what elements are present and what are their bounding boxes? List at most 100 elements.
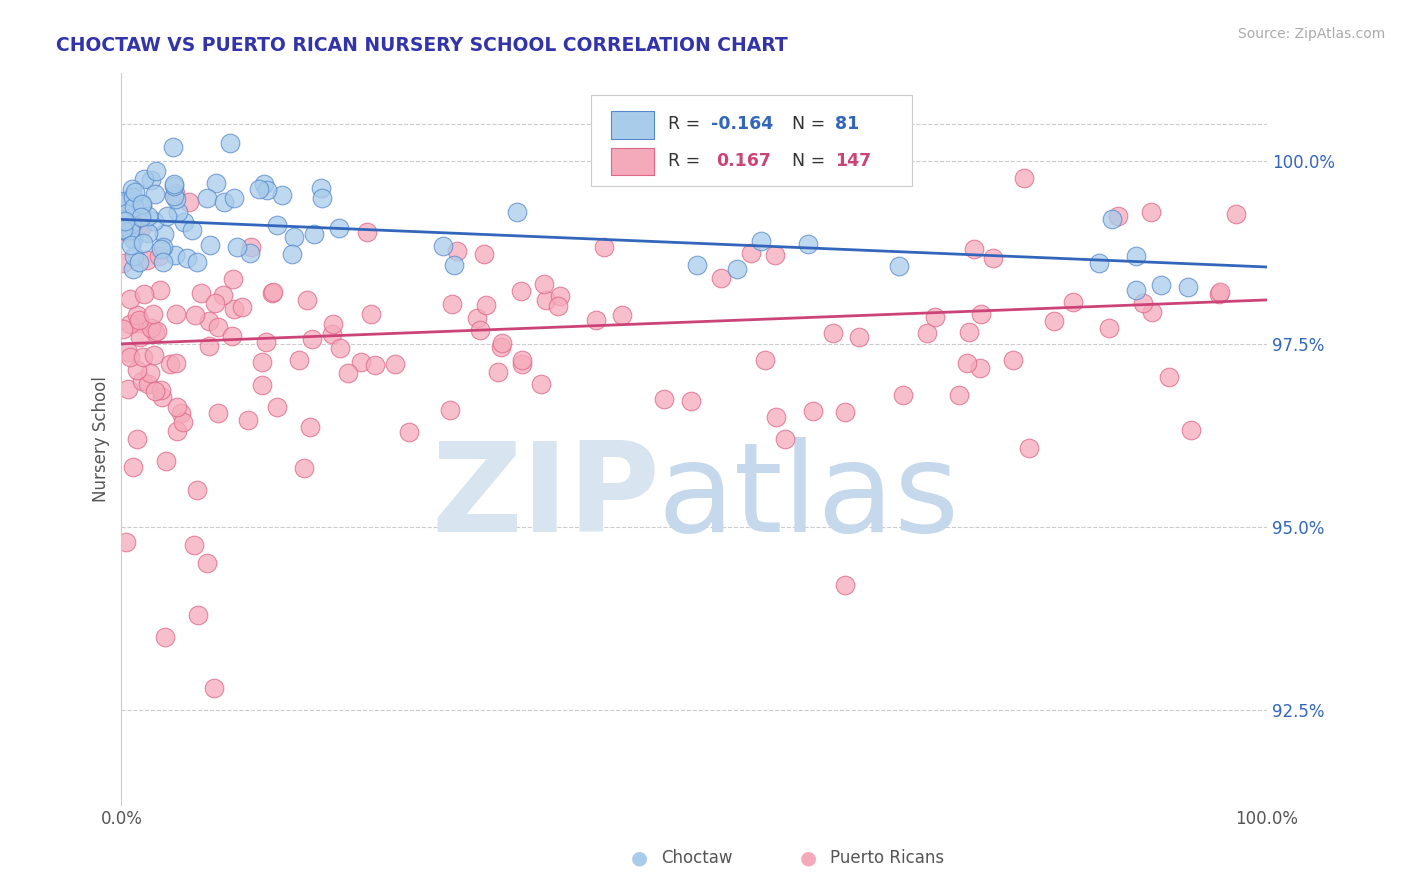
Point <box>749 234 772 248</box>
Point <box>948 388 970 402</box>
Point <box>146 324 169 338</box>
Point <box>167 204 190 219</box>
Point <box>142 307 165 321</box>
Point <box>725 261 748 276</box>
Point <box>311 181 333 195</box>
Point <box>283 230 305 244</box>
Point <box>143 348 166 362</box>
Point <box>970 307 993 321</box>
Point <box>176 251 198 265</box>
Point <box>152 255 174 269</box>
Point <box>281 247 304 261</box>
Point <box>132 216 155 230</box>
Point <box>114 213 136 227</box>
Point <box>122 261 145 276</box>
Point <box>321 326 343 341</box>
Point <box>112 221 135 235</box>
Point <box>225 239 247 253</box>
Point <box>205 176 228 190</box>
Point <box>173 215 195 229</box>
Point <box>162 140 184 154</box>
Point <box>754 352 776 367</box>
Point <box>122 232 145 246</box>
Point <box>190 286 212 301</box>
Point <box>1018 442 1040 456</box>
Point <box>956 355 979 369</box>
FancyBboxPatch shape <box>591 95 912 186</box>
Point <box>115 206 138 220</box>
Point <box>801 404 824 418</box>
Point <box>491 340 513 354</box>
Point <box>1150 277 1173 292</box>
Point <box>131 374 153 388</box>
Point <box>506 205 529 219</box>
Point <box>118 194 141 208</box>
Point <box>710 271 733 285</box>
Point <box>304 227 326 241</box>
Point <box>120 218 142 232</box>
Point <box>509 285 531 299</box>
Point <box>236 413 259 427</box>
Point <box>197 557 219 571</box>
Point <box>207 320 229 334</box>
Point <box>297 293 319 307</box>
Point <box>1209 285 1232 299</box>
Point <box>364 358 387 372</box>
Point <box>202 681 225 695</box>
Point <box>256 183 278 197</box>
Point <box>468 323 491 337</box>
Point <box>129 330 152 344</box>
Point <box>198 314 221 328</box>
Point <box>1001 352 1024 367</box>
Point <box>186 483 208 498</box>
Point <box>162 189 184 203</box>
Point <box>547 300 569 314</box>
Point <box>115 534 138 549</box>
Point <box>266 218 288 232</box>
Point <box>122 249 145 263</box>
Point <box>204 295 226 310</box>
Point <box>149 283 172 297</box>
Text: -0.164: -0.164 <box>711 115 773 133</box>
Point <box>120 351 142 365</box>
Point <box>891 388 914 402</box>
Point <box>510 352 533 367</box>
Point <box>120 238 142 252</box>
Point <box>1098 321 1121 335</box>
Point <box>510 357 533 371</box>
Point <box>1140 304 1163 318</box>
Point <box>610 308 633 322</box>
Point <box>465 311 488 326</box>
Point <box>143 186 166 201</box>
Point <box>172 415 194 429</box>
Point <box>148 249 170 263</box>
Point <box>292 461 315 475</box>
Text: Choctaw: Choctaw <box>661 849 733 867</box>
Point <box>114 196 136 211</box>
Point <box>131 350 153 364</box>
Point <box>593 239 616 253</box>
Point <box>773 432 796 446</box>
Point <box>170 406 193 420</box>
Point <box>153 227 176 241</box>
Point <box>129 211 152 225</box>
Point <box>797 237 820 252</box>
Point <box>149 242 172 256</box>
Point <box>1012 170 1035 185</box>
Point <box>247 182 270 196</box>
Point <box>530 376 553 391</box>
Point <box>834 405 856 419</box>
Point <box>443 258 465 272</box>
Point <box>142 213 165 227</box>
Point <box>111 223 134 237</box>
Point <box>222 191 245 205</box>
Point <box>129 197 152 211</box>
Point <box>963 242 986 256</box>
Point <box>1101 212 1123 227</box>
Point <box>250 378 273 392</box>
Point <box>121 182 143 196</box>
Point <box>132 172 155 186</box>
Point <box>207 406 229 420</box>
Point <box>765 409 787 424</box>
Point <box>533 277 555 291</box>
